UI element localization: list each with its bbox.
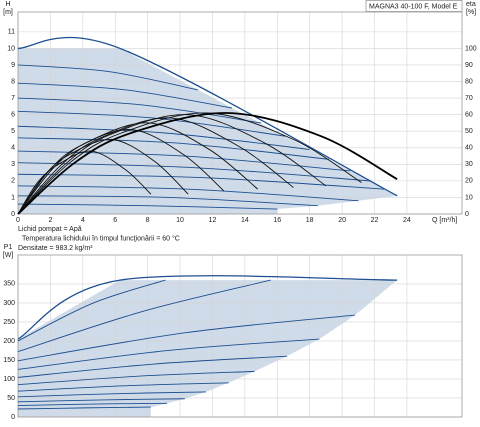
curve bbox=[17, 112, 398, 215]
y-tick-label: 7 bbox=[11, 95, 15, 102]
curve bbox=[17, 137, 330, 160]
curve bbox=[17, 150, 152, 215]
curve bbox=[17, 398, 185, 403]
x-tick-label: 8 bbox=[146, 217, 150, 224]
x-tick-label: 10 bbox=[176, 217, 184, 224]
y-axis-label: [m] bbox=[3, 9, 13, 16]
y-tick-label: 50 bbox=[7, 395, 15, 402]
curve bbox=[17, 36, 398, 197]
x-tick-label: 16 bbox=[273, 217, 281, 224]
curve bbox=[17, 82, 232, 109]
y-tick-label: 350 bbox=[3, 281, 15, 288]
plot-frame bbox=[17, 254, 463, 418]
y2-tick-label: 60 bbox=[465, 111, 473, 118]
y-tick-label: 1 bbox=[11, 194, 15, 201]
y-tick-label: 5 bbox=[11, 128, 15, 135]
annotation: Densitate = 983.2 kg/m³ bbox=[18, 245, 93, 252]
curve bbox=[17, 402, 168, 407]
y-tick-label: 100 bbox=[3, 376, 15, 383]
y-tick-label: 200 bbox=[3, 338, 15, 345]
y2-tick-label: 100 bbox=[465, 45, 477, 52]
y-tick-label: 300 bbox=[3, 300, 15, 307]
curve bbox=[17, 97, 262, 124]
y-tick-label: 0 bbox=[11, 211, 15, 218]
curve bbox=[17, 112, 362, 215]
x-tick-label: 18 bbox=[306, 217, 314, 224]
y-tick-label: 10 bbox=[7, 45, 15, 52]
y-tick-label: 250 bbox=[3, 319, 15, 326]
y-tick-label: 8 bbox=[11, 78, 15, 85]
y-tick-label: 6 bbox=[11, 111, 15, 118]
curve bbox=[17, 125, 310, 150]
y-tick-label: 0 bbox=[11, 414, 15, 421]
curve bbox=[17, 370, 255, 386]
y-tick-label: 4 bbox=[11, 145, 15, 152]
y-tick-label: 2 bbox=[11, 178, 15, 185]
x-tick-label: 14 bbox=[241, 217, 249, 224]
curve bbox=[17, 195, 318, 207]
curve bbox=[17, 173, 385, 190]
annotation: Temperatura lichidului în timpul funcţio… bbox=[22, 234, 180, 242]
chart-title: MAGNA3 40-100 F, Model E bbox=[369, 3, 458, 10]
y-axis-label: P1 bbox=[4, 244, 13, 251]
x-tick-label: 4 bbox=[81, 217, 85, 224]
curve bbox=[17, 122, 259, 215]
y-tick-label: 11 bbox=[8, 29, 15, 36]
y-tick-label: 9 bbox=[11, 62, 15, 69]
curve bbox=[17, 275, 398, 340]
y2-tick-label: 10 bbox=[465, 194, 473, 201]
y-tick-label: 3 bbox=[11, 161, 15, 168]
x-tick-label: 24 bbox=[403, 217, 411, 224]
curve bbox=[17, 185, 359, 202]
curve bbox=[17, 382, 229, 392]
y2-axis-label: [%] bbox=[466, 9, 476, 16]
curve bbox=[17, 139, 189, 215]
x-tick-label: 22 bbox=[371, 217, 379, 224]
y2-tick-label: 80 bbox=[465, 78, 473, 85]
x-tick-label: 2 bbox=[48, 217, 52, 224]
y-tick-label: 150 bbox=[3, 357, 15, 364]
y2-tick-label: 90 bbox=[465, 62, 473, 69]
y2-tick-label: 40 bbox=[465, 145, 473, 152]
title-box bbox=[365, 0, 463, 12]
curve bbox=[17, 279, 166, 342]
y-axis-label: [W] bbox=[3, 252, 14, 259]
curve bbox=[17, 406, 151, 410]
curve bbox=[17, 279, 271, 353]
x-tick-label: 12 bbox=[209, 217, 217, 224]
x-tick-label: 6 bbox=[113, 217, 117, 224]
curve bbox=[17, 391, 206, 398]
curve bbox=[17, 203, 278, 210]
x-tick-label: 0 bbox=[16, 217, 20, 224]
plot-frame bbox=[17, 11, 463, 215]
y2-tick-label: 20 bbox=[465, 178, 473, 185]
x-axis-label: Q [m³/h] bbox=[432, 217, 457, 224]
curve bbox=[17, 314, 356, 362]
annotation: Lichid pompat = Apă bbox=[18, 226, 82, 233]
y2-tick-label: 70 bbox=[465, 95, 473, 102]
curve bbox=[17, 114, 327, 215]
curve bbox=[17, 117, 294, 215]
curve bbox=[17, 355, 288, 378]
x-tick-label: 20 bbox=[338, 217, 346, 224]
y2-tick-label: 50 bbox=[465, 128, 473, 135]
y2-tick-label: 30 bbox=[465, 161, 473, 168]
curve bbox=[17, 338, 320, 370]
operating-area bbox=[18, 280, 398, 417]
y2-axis-label: eta bbox=[466, 1, 476, 8]
curve bbox=[17, 64, 198, 91]
y-axis-label: H bbox=[5, 1, 10, 8]
y2-tick-label: 0 bbox=[465, 211, 469, 218]
curve bbox=[17, 110, 286, 137]
